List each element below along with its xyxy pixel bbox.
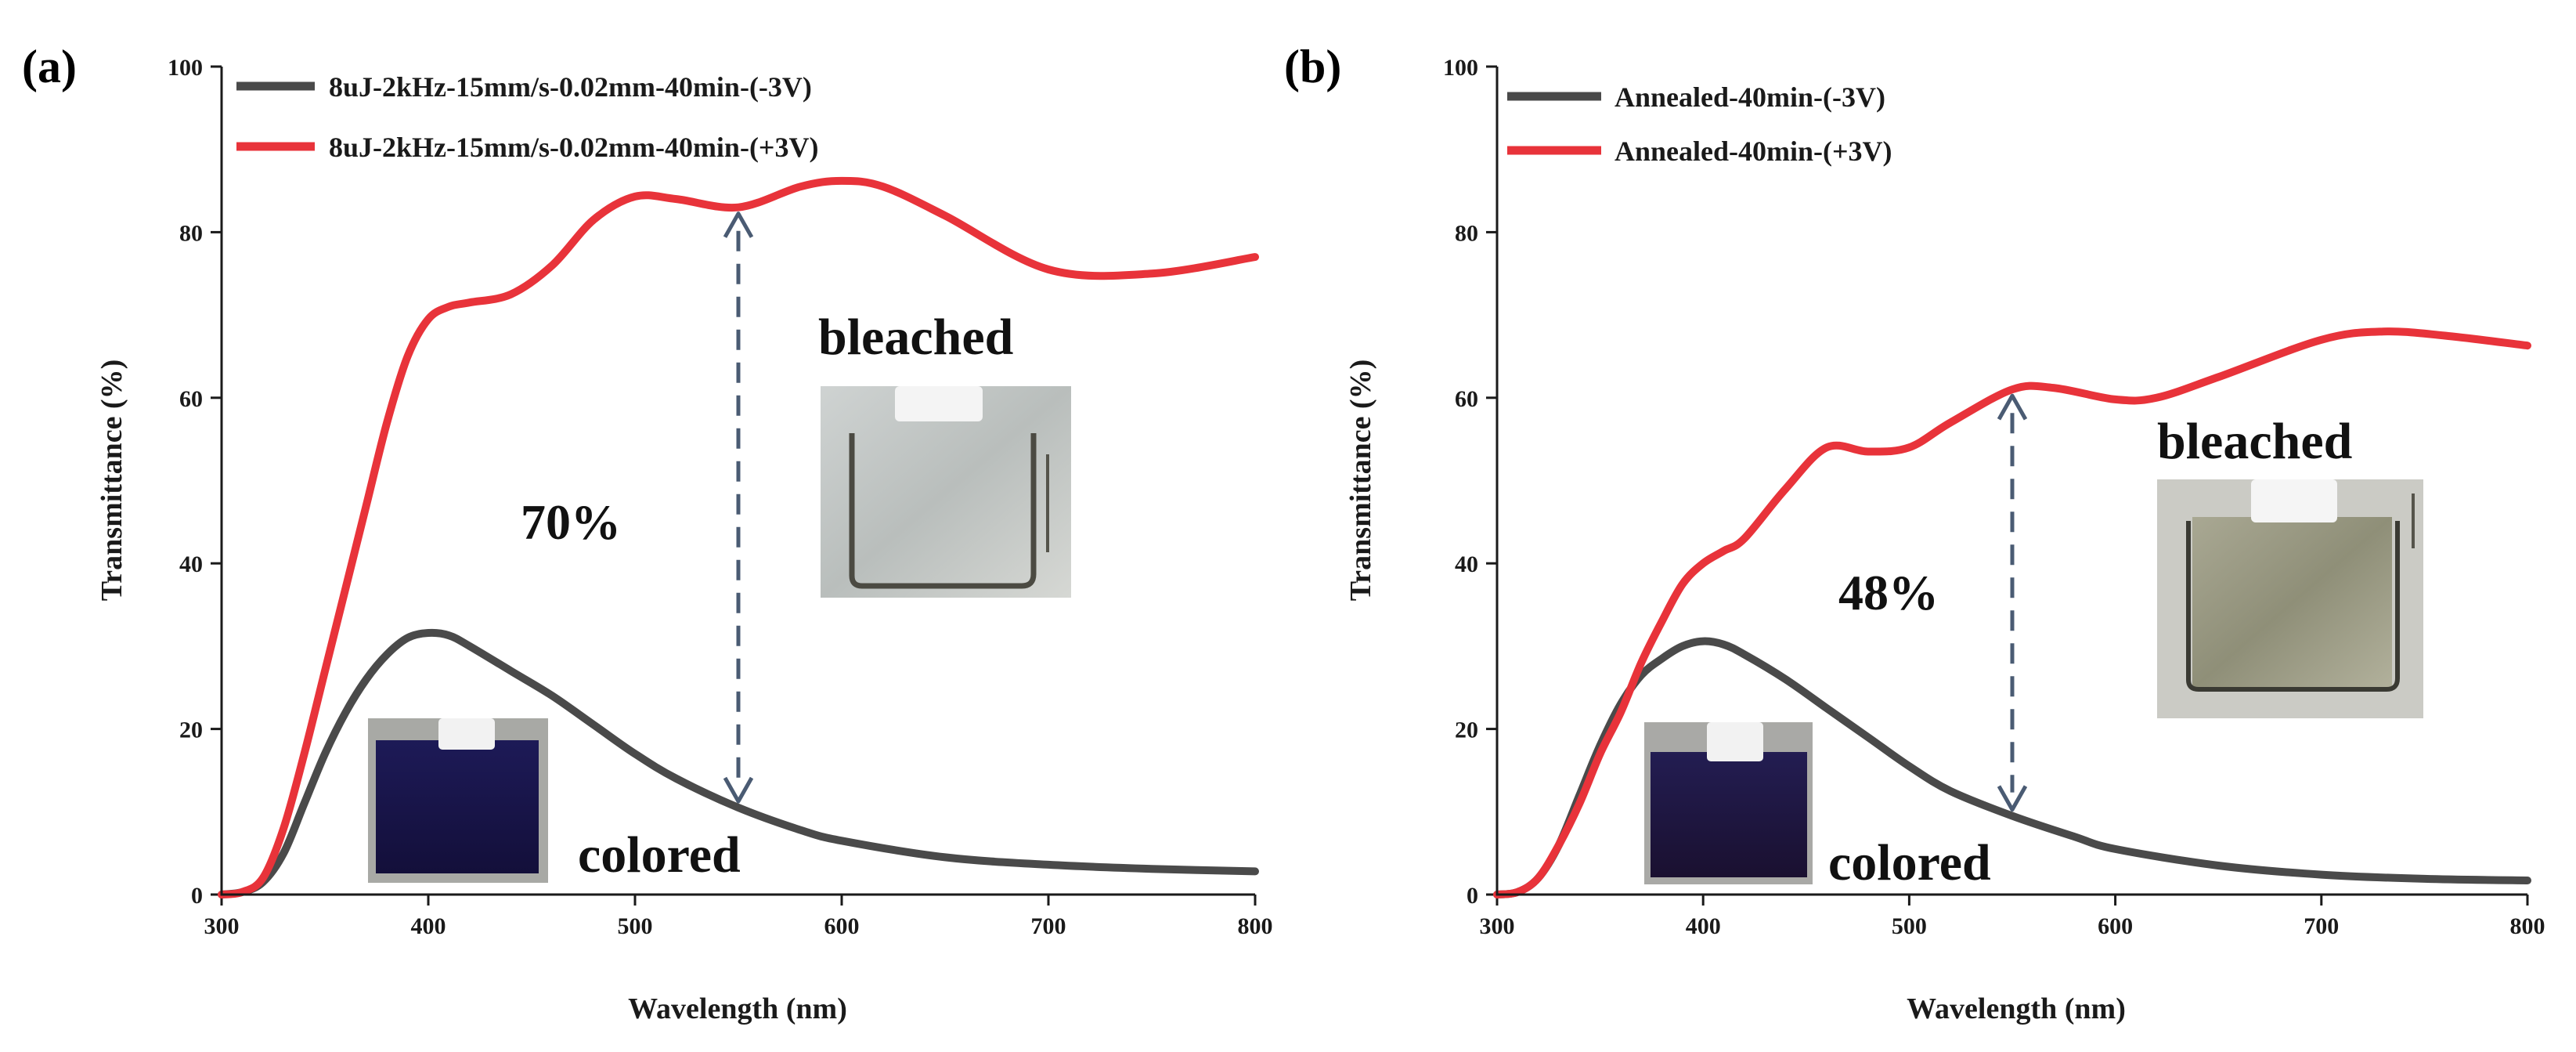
- axes-frame-a: [220, 67, 1255, 896]
- arrow-head-top-b: [1997, 393, 2028, 421]
- x-axis-title-a: Wavelength (nm): [628, 992, 847, 1025]
- y-tick-label-a-5: 100: [168, 55, 203, 81]
- ticks-b: 300 400 500 600 700 800 0 20 40 60 80 100: [1443, 55, 2545, 939]
- legend-label-b-1: Annealed-40min-(+3V): [1615, 136, 1892, 167]
- panel-label-b: (b): [1284, 41, 1341, 92]
- y-tick-label-a-0: 0: [191, 883, 203, 909]
- x-tick-label-b-0: 300: [1480, 913, 1515, 939]
- plot-area-a: [218, 176, 1259, 898]
- x-tick-label-a-5: 800: [1238, 913, 1273, 939]
- series-line-a-1: [218, 176, 1259, 898]
- arrow-head-bottom-b: [1997, 785, 2028, 812]
- annotation-bleached-b: bleached: [2157, 413, 2352, 470]
- arrow-head-top-a: [723, 211, 754, 238]
- panel-b: (b) Transmittance (%) Wavelength (nm) 30…: [1284, 41, 2545, 1025]
- colored-photo-b: [1644, 722, 1813, 884]
- colored-photo-a: [368, 718, 548, 883]
- series-line-a-0: [218, 628, 1259, 898]
- legend-label-a-0: 8uJ-2kHz-15mm/s-0.02mm-40min-(-3V): [329, 71, 812, 103]
- series-line-b-1: [1493, 327, 2531, 898]
- axes-frame-b: [1495, 67, 2527, 896]
- x-tick-label-a-1: 400: [411, 913, 446, 939]
- y-tick-label-b-0: 0: [1467, 883, 1478, 909]
- annotation-percent-b: 48%: [1838, 565, 1939, 620]
- arrow-head-bottom-a: [723, 776, 754, 804]
- ticks-a: 300 400 500 600 700 800 0 20 40 60 80 100: [168, 55, 1273, 939]
- y-tick-label-a-1: 20: [179, 718, 203, 743]
- bleached-photo-b: [2157, 479, 2423, 718]
- panel-label-a: (a): [22, 41, 77, 92]
- annotation-colored-b: colored: [1828, 834, 1991, 891]
- plot-area-b: [1493, 327, 2531, 898]
- x-tick-label-b-5: 800: [2510, 913, 2545, 939]
- x-tick-label-a-0: 300: [204, 913, 240, 939]
- y-tick-label-b-1: 20: [1455, 718, 1478, 743]
- annotation-colored-a: colored: [578, 826, 741, 884]
- annotation-bleached-a: bleached: [818, 309, 1013, 366]
- x-tick-label-b-3: 600: [2098, 913, 2133, 939]
- y-tick-label-a-2: 40: [179, 551, 203, 577]
- legend-label-b-0: Annealed-40min-(-3V): [1615, 81, 1885, 113]
- annotation-percent-a: 70%: [521, 494, 621, 550]
- y-tick-label-a-4: 80: [179, 220, 203, 246]
- x-tick-label-a-2: 500: [618, 913, 653, 939]
- x-tick-label-b-2: 500: [1892, 913, 1927, 939]
- y-tick-label-b-3: 60: [1455, 386, 1478, 412]
- x-axis-title-b: Wavelength (nm): [1907, 992, 2126, 1025]
- legend-a: 8uJ-2kHz-15mm/s-0.02mm-40min-(-3V) 8uJ-2…: [236, 71, 818, 163]
- bleached-photo-a: [821, 386, 1071, 598]
- panel-a: (a) Transmittance (%) Wavelength (nm) 30…: [22, 41, 1273, 1025]
- y-tick-label-b-5: 100: [1443, 55, 1478, 81]
- y-tick-label-b-2: 40: [1455, 551, 1478, 577]
- y-axis-title-b: Transmittance (%): [1344, 360, 1377, 602]
- x-tick-label-b-1: 400: [1686, 913, 1721, 939]
- x-tick-label-a-4: 700: [1031, 913, 1066, 939]
- x-tick-label-b-4: 700: [2304, 913, 2339, 939]
- y-tick-label-b-4: 80: [1455, 220, 1478, 246]
- legend-b: Annealed-40min-(-3V) Annealed-40min-(+3V…: [1507, 81, 1892, 167]
- x-tick-label-a-3: 600: [824, 913, 860, 939]
- y-axis-title-a: Transmittance (%): [96, 360, 128, 602]
- legend-label-a-1: 8uJ-2kHz-15mm/s-0.02mm-40min-(+3V): [329, 132, 818, 163]
- y-tick-label-a-3: 60: [179, 386, 203, 412]
